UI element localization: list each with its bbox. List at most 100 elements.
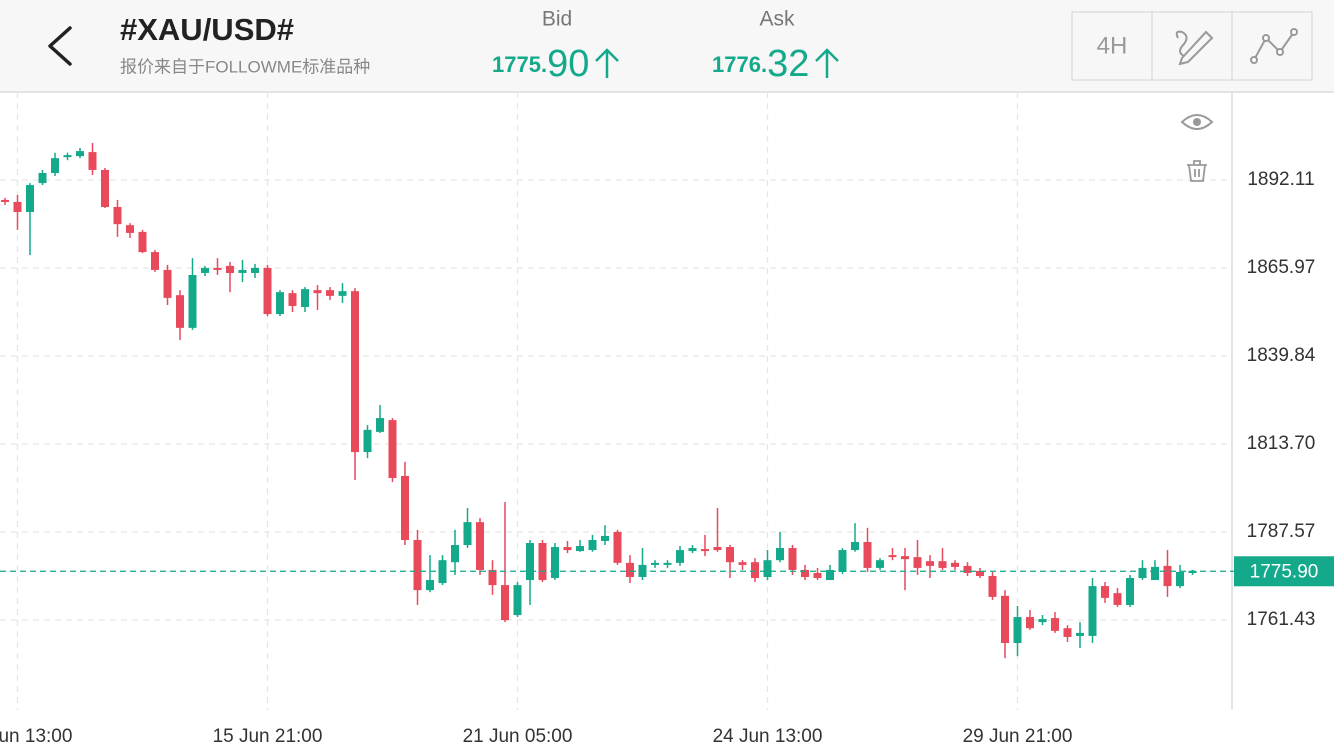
bid-integer: 1775. xyxy=(492,52,547,77)
y-tick-label: 1892.11 xyxy=(1247,169,1314,190)
candle-body xyxy=(538,543,547,581)
bid-up-arrow xyxy=(595,48,619,78)
x-tick-label: 15 Jun 21:00 xyxy=(213,726,323,747)
y-tick-label: 1787.57 xyxy=(1247,521,1316,542)
candle-body xyxy=(288,293,297,306)
candle-body xyxy=(1051,618,1059,631)
indicator-button[interactable] xyxy=(1253,31,1295,61)
candle-body xyxy=(576,546,584,552)
candle-body xyxy=(226,265,234,273)
candle-body xyxy=(151,252,159,270)
grid xyxy=(0,92,1232,710)
candle-body xyxy=(651,562,659,565)
candle-body xyxy=(588,539,597,551)
x-tick-label: 24 Jun 13:00 xyxy=(713,726,823,747)
candles xyxy=(1,143,1197,659)
candle-body xyxy=(176,295,184,328)
bid-fraction: 90 xyxy=(547,43,589,85)
y-tick-label: 1865.97 xyxy=(1247,257,1316,278)
candle-body xyxy=(888,555,897,558)
candle-body xyxy=(426,580,434,591)
candle-body xyxy=(1001,595,1009,643)
candle-body xyxy=(326,290,334,296)
candle-body xyxy=(688,548,697,552)
candle-body xyxy=(738,562,747,565)
candle-body xyxy=(713,547,722,551)
candle-body xyxy=(38,172,47,184)
candle-body xyxy=(1188,570,1197,573)
ask-label: Ask xyxy=(759,8,795,31)
delete-button[interactable] xyxy=(1187,160,1207,182)
candle-body xyxy=(601,535,609,541)
candle-body xyxy=(213,267,222,270)
candle-body xyxy=(363,429,372,453)
candle-body xyxy=(1176,571,1184,587)
candle-body xyxy=(876,560,884,568)
candle-body xyxy=(488,569,497,586)
candle-body xyxy=(476,522,484,570)
candle-body xyxy=(926,561,934,566)
ask-fraction: 32 xyxy=(767,43,809,85)
candle-body xyxy=(826,569,834,581)
candle-body xyxy=(951,562,959,567)
candle-body xyxy=(663,562,672,565)
candle-body xyxy=(1026,617,1034,629)
bid-label: Bid xyxy=(542,8,572,31)
candle-body xyxy=(613,531,622,563)
symbol: #XAU/USD# xyxy=(120,12,294,47)
candle-body xyxy=(976,570,984,576)
back-button[interactable] xyxy=(48,26,72,66)
visibility-toggle-pupil xyxy=(1193,118,1201,126)
candle-body xyxy=(1063,628,1072,637)
candle-body xyxy=(676,550,684,563)
x-tick-label: 21 Jun 05:00 xyxy=(463,726,573,747)
candle-body xyxy=(513,585,522,616)
last-price-label: 1775.90 xyxy=(1250,561,1319,582)
candle-body xyxy=(751,562,759,579)
candle-body xyxy=(1013,617,1022,643)
candle-body xyxy=(1,199,9,202)
y-tick-label: 1839.84 xyxy=(1247,345,1316,366)
candle-body xyxy=(1138,567,1147,579)
x-tick-label: 14 Jun 13:00 xyxy=(0,726,72,747)
candle-body xyxy=(263,267,272,315)
last-price-box xyxy=(1234,556,1334,587)
candle-body xyxy=(126,225,134,233)
candle-body xyxy=(76,151,84,157)
candle-body xyxy=(13,201,22,213)
candle-body xyxy=(351,291,359,453)
ask-integer: 1776. xyxy=(712,52,767,77)
candle-body xyxy=(138,231,147,253)
candle-body xyxy=(1076,632,1084,636)
candle-body xyxy=(938,561,947,568)
candle-body xyxy=(776,548,784,561)
candle-body xyxy=(726,547,734,563)
candle-body xyxy=(626,562,634,578)
candle-body xyxy=(26,185,34,213)
candle-body xyxy=(276,292,284,315)
visibility-toggle[interactable] xyxy=(1180,114,1214,130)
candle-body xyxy=(163,269,172,298)
candle-body xyxy=(763,560,772,578)
candle-body xyxy=(788,548,797,570)
quote-source: 报价来自于FOLLOWME标准品种 xyxy=(120,57,370,76)
candle-body xyxy=(1038,619,1047,623)
y-tick-label: 1761.43 xyxy=(1247,609,1316,630)
candle-body xyxy=(501,585,509,621)
candle-body xyxy=(301,289,309,307)
candle-body xyxy=(851,541,859,551)
candle-body xyxy=(388,420,397,479)
timeframe-button[interactable]: 4H xyxy=(1097,32,1128,59)
candle-body xyxy=(1101,586,1109,598)
draw-tool-button[interactable] xyxy=(1175,30,1214,66)
candle-body xyxy=(101,169,109,207)
candle-body xyxy=(838,550,847,572)
candle-body xyxy=(63,155,72,158)
candle-body xyxy=(863,541,872,568)
candle-body xyxy=(1151,566,1159,581)
candle-body xyxy=(1113,593,1122,605)
candle-body xyxy=(813,572,822,579)
candle-body xyxy=(338,291,347,296)
candle-body xyxy=(801,569,809,578)
